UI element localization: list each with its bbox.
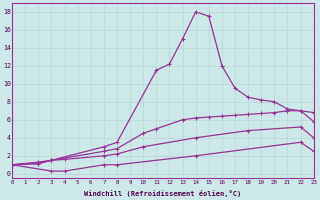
X-axis label: Windchill (Refroidissement éolien,°C): Windchill (Refroidissement éolien,°C) [84, 190, 242, 197]
